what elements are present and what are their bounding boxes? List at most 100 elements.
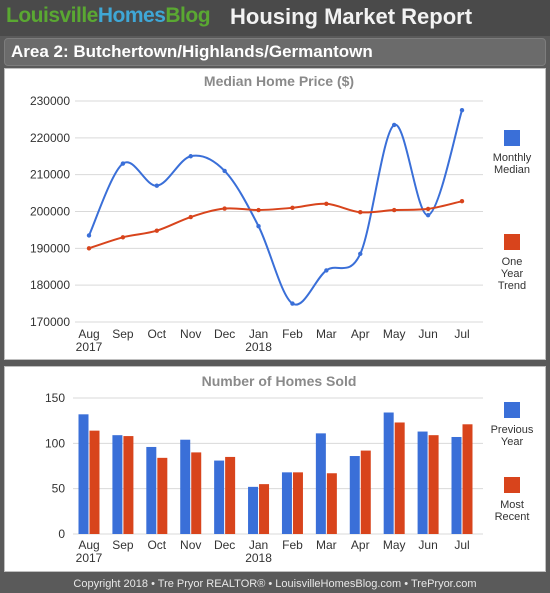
chart-title: Number of Homes Sold xyxy=(202,373,357,389)
series-line-1 xyxy=(88,109,463,306)
x-tick-label: May xyxy=(383,538,406,552)
data-point xyxy=(425,206,431,212)
y-tick-label: 150 xyxy=(45,391,65,405)
bar-recent xyxy=(326,473,337,534)
data-point xyxy=(459,198,465,204)
bar-previous xyxy=(315,433,326,534)
logo-text-louisville: Louisville xyxy=(6,4,98,27)
y-tick-label: 210000 xyxy=(30,168,70,182)
data-point xyxy=(154,183,160,188)
bar-previous xyxy=(248,486,259,534)
bar-recent xyxy=(292,472,303,534)
legend-label-1: Year xyxy=(501,436,524,448)
x-tick-label: Dec xyxy=(214,327,235,341)
data-point xyxy=(324,268,329,273)
data-point xyxy=(391,207,397,213)
x-tick-label: Oct xyxy=(147,327,166,341)
x-tick-label: Apr xyxy=(351,538,370,552)
x-tick-label: Jul xyxy=(454,327,469,341)
area-title: Area 2: Butchertown/Highlands/Germantown xyxy=(11,42,373,61)
bar-recent xyxy=(462,424,473,534)
data-point xyxy=(324,201,329,206)
data-point xyxy=(120,161,126,166)
y-tick-label: 200000 xyxy=(30,205,70,219)
report-header: LouisvilleHomesBlog Housing Market Repor… xyxy=(0,0,550,36)
bar-recent xyxy=(259,484,270,534)
bar-previous xyxy=(281,472,292,534)
bar-recent xyxy=(191,452,202,534)
y-tick-label: 190000 xyxy=(30,241,70,255)
logo-text-homes: Homes xyxy=(97,4,166,27)
data-point xyxy=(256,224,261,229)
x-tick-label: Mar xyxy=(316,538,337,552)
bar-recent xyxy=(428,435,439,534)
x-year-label: 2018 xyxy=(245,340,272,354)
report-title: Housing Market Report xyxy=(230,4,473,29)
y-tick-label: 220000 xyxy=(30,131,70,145)
x-tick-label: Jan xyxy=(249,327,268,341)
bar-recent xyxy=(225,456,236,534)
data-point xyxy=(290,205,295,211)
bar-recent xyxy=(394,422,405,534)
x-tick-label: Jan xyxy=(249,538,268,552)
x-year-label: 2017 xyxy=(76,340,103,354)
x-tick-label: Aug xyxy=(78,538,99,552)
site-logo: LouisvilleHomesBlog xyxy=(6,4,211,28)
x-tick-label: Oct xyxy=(147,538,166,552)
legend-label-1: Median xyxy=(494,164,530,176)
legend-label-2: One xyxy=(502,256,523,268)
area-title-bar: Area 2: Butchertown/Highlands/Germantown xyxy=(4,38,546,66)
x-tick-label: Dec xyxy=(214,538,235,552)
legend-label-2: Trend xyxy=(498,280,526,292)
y-tick-label: 0 xyxy=(58,527,65,541)
x-tick-label: Feb xyxy=(282,327,303,341)
legend-swatch-2 xyxy=(504,234,520,250)
data-point xyxy=(256,207,261,213)
legend-label-1: Monthly xyxy=(493,152,532,164)
y-tick-label: 100 xyxy=(45,436,65,450)
chart-title: Median Home Price ($) xyxy=(204,73,354,89)
data-point xyxy=(358,251,363,257)
x-tick-label: Mar xyxy=(316,327,337,341)
x-tick-label: Sep xyxy=(112,538,134,552)
legend-label-2: Most xyxy=(500,499,524,511)
data-point xyxy=(391,122,397,128)
y-tick-label: 170000 xyxy=(30,315,70,329)
legend-label-2: Year xyxy=(501,268,524,280)
bar-previous xyxy=(78,414,89,534)
data-point xyxy=(425,212,431,218)
data-point xyxy=(154,228,160,233)
x-tick-label: May xyxy=(383,327,406,341)
x-tick-label: Feb xyxy=(282,538,303,552)
legend-swatch-1 xyxy=(504,402,520,418)
x-year-label: 2017 xyxy=(76,551,103,565)
data-point xyxy=(222,168,227,174)
x-tick-label: Jun xyxy=(418,538,437,552)
x-tick-label: Nov xyxy=(180,327,201,341)
bar-recent xyxy=(89,430,100,534)
x-tick-label: Jul xyxy=(454,538,469,552)
legend-label-2: Recent xyxy=(495,511,530,523)
x-tick-label: Jun xyxy=(418,327,437,341)
bar-recent xyxy=(157,457,168,534)
data-point xyxy=(188,214,193,220)
logo-text-blog: Blog xyxy=(165,4,211,27)
x-year-label: 2018 xyxy=(245,551,272,565)
data-point xyxy=(459,108,465,113)
median-price-panel: Median Home Price ($) 230000 220000 210000 2… xyxy=(4,68,546,360)
data-point xyxy=(188,154,193,159)
bar-previous xyxy=(146,446,157,534)
data-point xyxy=(290,301,295,306)
y-tick-label: 230000 xyxy=(30,94,70,108)
y-tick-label: 50 xyxy=(52,482,66,496)
bar-previous xyxy=(349,456,360,534)
bar-previous xyxy=(417,431,428,534)
footer-text: Copyright 2018 • Tre Pryor REALTOR® • Lo… xyxy=(73,578,477,590)
legend-swatch-2 xyxy=(504,477,520,493)
x-tick-label: Nov xyxy=(180,538,201,552)
x-tick-label: Aug xyxy=(78,327,99,341)
homes-sold-panel: Number of Homes Sold 150 100 50 0 Aug 2017 Sep O… xyxy=(4,366,546,572)
bar-previous xyxy=(451,436,462,534)
legend-swatch-1 xyxy=(504,130,520,146)
